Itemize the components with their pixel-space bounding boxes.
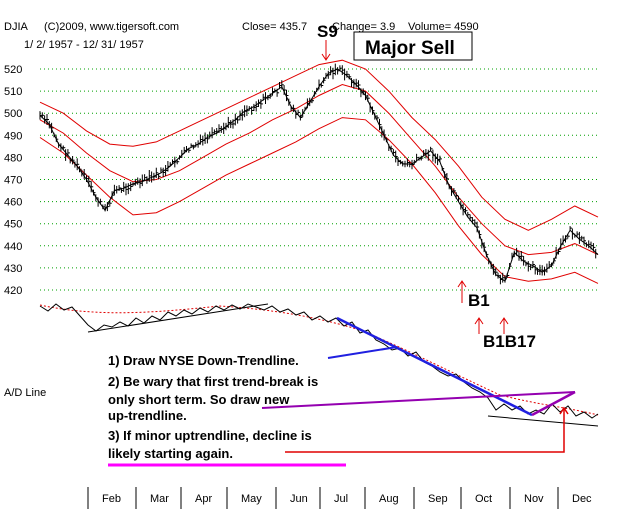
early-uptrend-line xyxy=(87,303,269,333)
y-tick-label-440: 440 xyxy=(4,241,22,253)
x-tick-label-nov: Nov xyxy=(524,493,544,505)
grid-lines xyxy=(40,68,598,291)
x-tick-label-apr: Apr xyxy=(195,493,212,505)
b1b17-label: B1B17 xyxy=(483,332,536,351)
b17-arrow-head xyxy=(499,317,509,325)
ad-line-label: A/D Line xyxy=(4,387,46,399)
x-tick-label-may: May xyxy=(241,493,262,505)
header-copyright: (C)2009, www.tigersoft.com xyxy=(44,21,179,33)
s9-label: S9 xyxy=(317,22,338,41)
nyse-down-trendline xyxy=(336,316,533,417)
header-symbol: DJIA xyxy=(4,21,29,33)
x-tick-label-dec: Dec xyxy=(572,493,592,505)
y-tick-label-460: 460 xyxy=(4,197,22,209)
y-tick-label-470: 470 xyxy=(4,175,22,187)
x-tick-label-oct: Oct xyxy=(475,493,492,505)
band-series xyxy=(39,59,599,284)
header-change: Change= 3.9 xyxy=(332,21,395,33)
note-pointer-blue xyxy=(327,346,398,359)
header-volume: Volume= 4590 xyxy=(408,21,479,33)
note-pointer-purple xyxy=(261,391,576,409)
header-date-range: 1/ 2/ 1957 - 12/ 31/ 1957 xyxy=(24,39,144,51)
note-line-5: 3) If minor uptrendline, decline is xyxy=(108,428,312,443)
ad-support-line xyxy=(487,415,599,427)
y-tick-label-430: 430 xyxy=(4,263,22,275)
b1-arrow-head xyxy=(457,280,467,288)
y-tick-label-510: 510 xyxy=(4,86,22,98)
b1-label: B1 xyxy=(468,291,490,310)
note-line-4: up-trendline. xyxy=(108,408,187,423)
header-close: Close= 435.7 xyxy=(242,21,307,33)
note-pointer-red xyxy=(285,408,565,453)
x-tick-label-jul: Jul xyxy=(334,493,348,505)
x-tick-label-aug: Aug xyxy=(379,493,399,505)
b1-second-arrow-head xyxy=(474,317,484,325)
y-axis-ticks: 420 430 440 450 460 470 480 490 500 510 520 xyxy=(4,64,22,297)
y-tick-label-490: 490 xyxy=(4,130,22,142)
x-tick-label-jun: Jun xyxy=(290,493,308,505)
x-axis-ticks: Feb Mar Apr May Jun Jul Aug Sep Oct Nov Dec xyxy=(87,487,592,509)
major-sell-box xyxy=(353,31,473,61)
note-line-3: only short term. So draw new xyxy=(108,392,290,407)
note-line-1: 1) Draw NYSE Down-Trendline. xyxy=(108,353,299,368)
x-tick-label-feb: Feb xyxy=(102,493,121,505)
y-tick-label-450: 450 xyxy=(4,219,22,231)
series-upper-band xyxy=(39,59,599,231)
x-tick-label-sep: Sep xyxy=(428,493,448,505)
y-tick-label-500: 500 xyxy=(4,108,22,120)
y-tick-label-520: 520 xyxy=(4,64,22,76)
note-pointer-red-head xyxy=(559,406,569,415)
price-series xyxy=(39,63,599,285)
y-tick-label-420: 420 xyxy=(4,285,22,297)
note-line-6: likely starting again. xyxy=(108,446,233,461)
y-tick-label-480: 480 xyxy=(4,152,22,164)
s9-arrow-head xyxy=(321,53,331,61)
x-tick-label-mar: Mar xyxy=(150,493,169,505)
ad-line xyxy=(39,303,599,419)
major-sell-label: Major Sell xyxy=(365,38,455,59)
up-trendline xyxy=(531,390,576,417)
series-lower-band xyxy=(39,117,599,284)
series-moving-average xyxy=(39,83,599,256)
note-line-2: 2) Be wary that first trend-break is xyxy=(108,374,318,389)
